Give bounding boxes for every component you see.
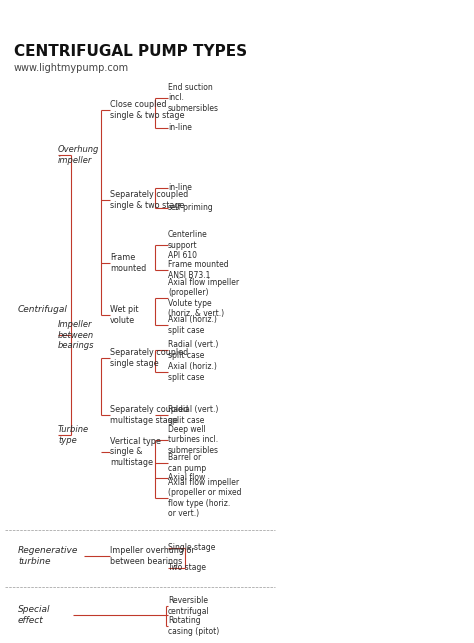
Text: Centrifugal: Centrifugal	[18, 305, 68, 314]
Text: Impeller
between
bearings: Impeller between bearings	[58, 320, 94, 350]
Text: Close coupled
single & two stage: Close coupled single & two stage	[110, 100, 184, 120]
Text: Frame
mounted: Frame mounted	[110, 253, 146, 273]
Text: Turbine
type: Turbine type	[58, 425, 89, 445]
Text: CENTRIFUGAL PUMP TYPES: CENTRIFUGAL PUMP TYPES	[14, 44, 247, 60]
Text: Axial (horiz.)
split case: Axial (horiz.) split case	[168, 362, 217, 382]
Text: Separately coupled
single & two stage: Separately coupled single & two stage	[110, 190, 188, 210]
Text: Axial flow impeller
(propeller or mixed
flow type (horiz.
or vert.): Axial flow impeller (propeller or mixed …	[168, 478, 241, 518]
Text: Radial (vert.)
split case: Radial (vert.) split case	[168, 340, 219, 359]
Text: Separately coupled
multistage stage: Separately coupled multistage stage	[110, 405, 188, 424]
Text: Deep well
turbines incl.
submersibles: Deep well turbines incl. submersibles	[168, 425, 219, 455]
Text: Axial (horiz.)
split case: Axial (horiz.) split case	[168, 315, 217, 335]
Text: Centerline
support
API 610: Centerline support API 610	[168, 230, 208, 260]
Text: End suction
incl.
submersibles: End suction incl. submersibles	[168, 83, 219, 113]
Text: Axial flow impeller
(propeller)
Volute type
(horiz. & vert.): Axial flow impeller (propeller) Volute t…	[168, 278, 239, 318]
Text: Wet pit
volute: Wet pit volute	[110, 305, 138, 325]
Text: Barrel or
can pump: Barrel or can pump	[168, 453, 206, 473]
Text: in-line: in-line	[168, 123, 192, 132]
Text: Regenerative
turbine: Regenerative turbine	[18, 547, 78, 566]
Text: Reversible
centrifugal: Reversible centrifugal	[168, 596, 210, 616]
Text: Overhung
impeller: Overhung impeller	[58, 145, 100, 165]
Text: Axial flow: Axial flow	[168, 473, 205, 482]
Text: Radial (vert.)
split case: Radial (vert.) split case	[168, 405, 219, 424]
Text: Single stage: Single stage	[168, 543, 215, 552]
Text: Special
effect: Special effect	[18, 605, 51, 625]
Text: Vertical type
single &
multistage: Vertical type single & multistage	[110, 437, 161, 467]
Text: self-priming: self-priming	[168, 203, 214, 212]
Text: Impeller overhung or
between bearings: Impeller overhung or between bearings	[110, 547, 195, 566]
Text: www.lightmypump.com: www.lightmypump.com	[14, 63, 129, 73]
Text: in-line: in-line	[168, 183, 192, 192]
Text: Frame mounted
ANSI B73.1: Frame mounted ANSI B73.1	[168, 260, 228, 280]
Text: Separately coupled
single stage: Separately coupled single stage	[110, 349, 188, 368]
Text: Rotating
casing (pitot): Rotating casing (pitot)	[168, 616, 219, 636]
Text: Two stage: Two stage	[168, 563, 206, 572]
